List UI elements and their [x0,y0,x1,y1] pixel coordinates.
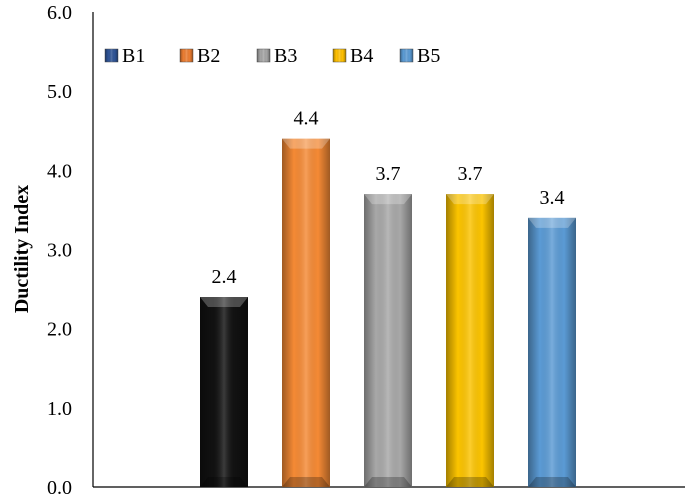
legend-label: B5 [417,45,440,67]
legend-swatch-shading [180,49,193,62]
bar-b4 [446,194,494,488]
bars-group [200,138,576,488]
legend-item-b1: B1 [104,45,145,67]
bar-bevel-top [200,297,248,307]
legend-item-b2: B2 [179,45,220,67]
legend-label: B2 [197,45,220,67]
y-tick-label: 6.0 [47,2,72,24]
bar-shading [364,194,412,488]
legend-swatch-shading [333,49,346,62]
bar-bevel-top [282,138,330,149]
bar-bevel-bottom [528,477,576,487]
bar-b1 [200,297,248,487]
data-label: 4.4 [294,108,319,130]
bar-bevel-top [364,194,412,205]
y-tick-label: 2.0 [47,319,72,341]
bar-bevel-bottom [282,477,330,487]
data-label: 3.7 [458,163,483,185]
y-axis-title: Ductility Index [11,185,33,313]
bar-bevel-bottom [200,477,248,487]
legend-swatch-shading [400,49,413,62]
bar-bevel-top [528,217,576,228]
y-tick-label: 5.0 [47,81,72,103]
y-tick-labels: 0.0 1.0 2.0 3.0 4.0 5.0 6.0 [47,2,72,496]
legend-item-b3: B3 [256,45,297,67]
data-labels-group: 2.4 4.4 3.7 3.7 3.4 [212,108,565,288]
y-tick-label: 3.0 [47,240,72,262]
data-label: 3.4 [540,187,565,209]
bar-bevel-bottom [446,477,494,487]
bar-shading [528,217,576,488]
bar-bevel-top [446,194,494,205]
y-tick-label: 1.0 [47,398,72,420]
data-label: 2.4 [212,266,237,288]
data-label: 3.7 [376,163,401,185]
legend-item-b4: B4 [332,45,373,67]
y-tick-label: 4.0 [47,160,72,182]
legend-label: B4 [350,45,373,67]
legend-swatch-shading [257,49,270,62]
bar-b2 [282,138,330,487]
bar-bevel-bottom [364,477,412,487]
bar-b5 [528,217,576,488]
legend-label: B3 [274,45,297,67]
legend-item-b5: B5 [399,45,440,67]
legend-swatch-shading [105,49,118,62]
legend: B1 B2 B3 B4 B5 [104,45,440,67]
bar-shading [200,297,248,487]
bar-shading [446,194,494,488]
y-tick-label: 0.0 [47,477,72,496]
bar-shading [282,138,330,487]
bar-b3 [364,194,412,488]
legend-label: B1 [122,45,145,67]
